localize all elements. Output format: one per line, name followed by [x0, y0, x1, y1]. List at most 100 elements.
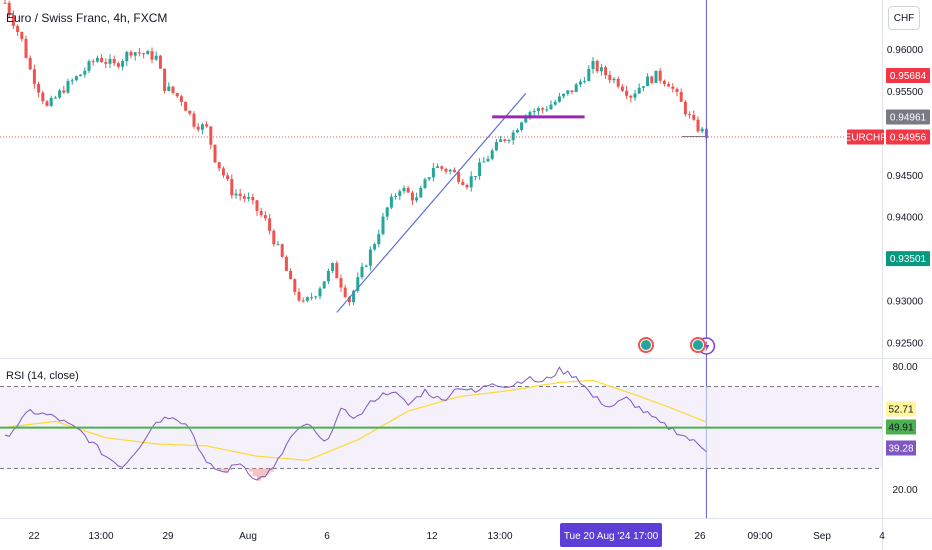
candle-body: [95, 57, 99, 62]
candle-body: [641, 86, 645, 88]
currency-button[interactable]: CHF: [888, 6, 920, 30]
stop-price-tag: 0.95684: [890, 71, 927, 82]
candle-body: [490, 150, 494, 159]
candle-body: [301, 300, 305, 302]
candle-body: [133, 52, 137, 56]
candle-body: [633, 93, 637, 98]
candle-body: [213, 144, 217, 163]
candle-body: [314, 296, 318, 298]
candle: [608, 70, 612, 84]
candle-body: [503, 139, 507, 141]
current-price-tag-bg: [886, 129, 930, 145]
candle-body: [7, 2, 11, 15]
candle: [494, 138, 498, 152]
candle-body: [389, 196, 393, 208]
candle-body: [410, 192, 414, 201]
candle: [440, 165, 444, 172]
event-icon[interactable]: [638, 337, 654, 353]
time-tick-label: 13:00: [88, 531, 113, 542]
candle: [221, 166, 225, 179]
target-price-tag-bg: [886, 251, 930, 267]
candle-body: [137, 52, 141, 54]
candle-body: [398, 191, 402, 197]
candle: [444, 167, 448, 175]
candle: [625, 85, 629, 100]
candle: [646, 73, 650, 87]
candle: [284, 255, 288, 272]
candle-body: [373, 244, 377, 250]
candle: [230, 174, 234, 199]
symbol-tag-bg: [847, 129, 884, 145]
candle-body: [557, 96, 561, 102]
candle: [100, 54, 104, 63]
candle: [280, 243, 284, 258]
candle-body: [58, 90, 62, 98]
candle: [574, 82, 578, 93]
candle: [692, 110, 696, 121]
candle-body: [326, 270, 330, 282]
candle: [482, 156, 486, 163]
candle: [150, 47, 154, 64]
price-tick-label: 0.94000: [887, 213, 924, 224]
candle: [154, 51, 158, 61]
candle: [637, 83, 641, 94]
candle-body: [255, 200, 259, 212]
candle-body: [608, 74, 612, 81]
price-tick-label: 0.93000: [887, 297, 924, 308]
candle-body: [377, 234, 381, 245]
candle: [339, 274, 343, 292]
time-tag: Tue 20 Aug '24 17:00: [564, 531, 659, 542]
candle: [171, 86, 175, 95]
event-icon[interactable]: [690, 337, 706, 353]
candle: [364, 264, 368, 268]
candle: [461, 178, 465, 186]
time-tick-label: 12: [426, 531, 438, 542]
candle: [217, 162, 221, 172]
candle-body: [238, 193, 242, 197]
candle-body: [444, 168, 448, 172]
candle: [688, 111, 692, 119]
candle-body: [423, 179, 427, 188]
candle-body: [461, 181, 465, 186]
candle-body: [352, 290, 356, 303]
candle-body: [612, 78, 616, 81]
time-tick-label: 29: [162, 531, 174, 542]
rsi-level-tag: 49.91: [888, 423, 913, 434]
candle: [192, 111, 196, 129]
candle-body: [247, 197, 251, 199]
candle-body: [595, 61, 599, 72]
price-tick-label: 0.96000: [887, 45, 924, 56]
candle-body: [221, 168, 225, 176]
candle-body: [507, 140, 511, 142]
candle: [553, 99, 557, 106]
candle: [37, 81, 41, 98]
candle-body: [146, 51, 150, 55]
rsi-value-tag: 39.28: [888, 444, 913, 455]
candle-body: [108, 58, 112, 64]
candle-body: [364, 265, 368, 267]
candle: [599, 63, 603, 76]
candle-body: [83, 70, 87, 75]
candle-body: [192, 113, 196, 127]
candle: [478, 158, 482, 180]
candle-body: [683, 101, 687, 115]
candle: [158, 54, 162, 69]
candle: [503, 138, 507, 143]
candle-body: [200, 124, 204, 130]
candle-body: [284, 256, 288, 271]
candle-body: [142, 53, 146, 55]
time-tick-label: 13:00: [487, 531, 512, 542]
candle: [24, 35, 28, 59]
last-price-tag: 0.94961: [890, 113, 927, 124]
candle-body: [263, 215, 267, 219]
candle-body: [276, 244, 280, 246]
candle-body: [100, 57, 104, 63]
candle: [49, 95, 53, 108]
candle-body: [457, 172, 461, 182]
candle-body: [310, 297, 314, 299]
candle: [314, 295, 318, 300]
candle: [335, 261, 339, 279]
candle-body: [45, 101, 49, 106]
candle: [62, 85, 66, 94]
